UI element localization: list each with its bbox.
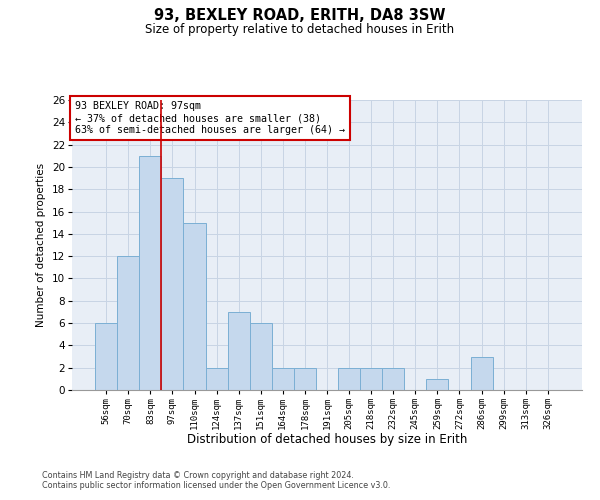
Text: Contains public sector information licensed under the Open Government Licence v3: Contains public sector information licen… (42, 480, 391, 490)
Bar (184, 222, 206, 390)
Bar (272, 368, 294, 390)
Bar (227, 312, 250, 390)
Bar (360, 368, 382, 390)
Bar (95, 323, 117, 390)
Bar (470, 356, 493, 390)
Text: Size of property relative to detached houses in Erith: Size of property relative to detached ho… (145, 22, 455, 36)
Bar (382, 368, 404, 390)
Text: Distribution of detached houses by size in Erith: Distribution of detached houses by size … (187, 432, 467, 446)
Bar (139, 156, 161, 390)
Y-axis label: Number of detached properties: Number of detached properties (36, 163, 46, 327)
Text: 93 BEXLEY ROAD: 97sqm
← 37% of detached houses are smaller (38)
63% of semi-deta: 93 BEXLEY ROAD: 97sqm ← 37% of detached … (74, 102, 344, 134)
Bar (294, 368, 316, 390)
Bar (338, 368, 360, 390)
Bar (161, 178, 184, 390)
Bar (117, 256, 139, 390)
Text: 93, BEXLEY ROAD, ERITH, DA8 3SW: 93, BEXLEY ROAD, ERITH, DA8 3SW (154, 8, 446, 22)
Bar (206, 368, 227, 390)
Bar (427, 379, 448, 390)
Bar (250, 323, 272, 390)
Text: Contains HM Land Registry data © Crown copyright and database right 2024.: Contains HM Land Registry data © Crown c… (42, 470, 354, 480)
